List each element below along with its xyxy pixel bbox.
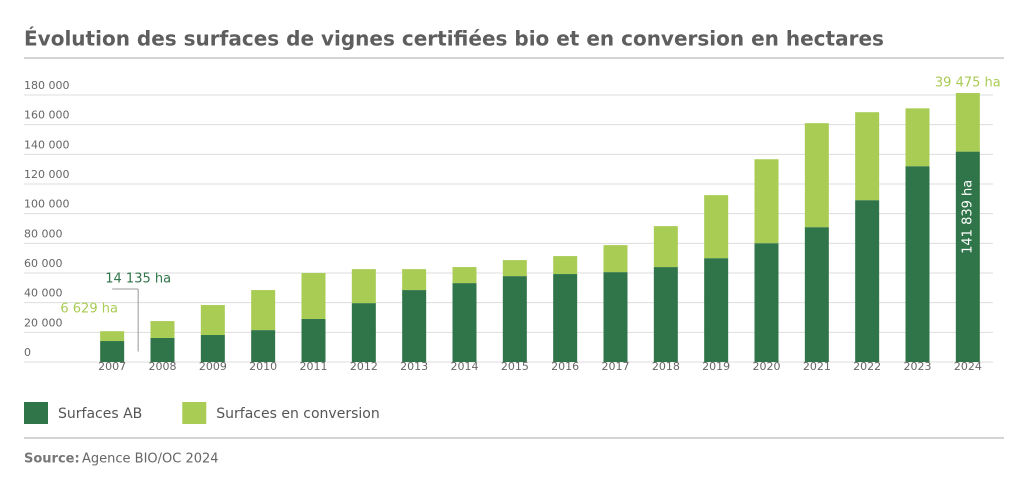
value-label: 6 629 ha xyxy=(60,302,118,317)
x-tick-label: 2023 xyxy=(904,360,932,373)
y-tick-label: 180 000 xyxy=(24,79,70,92)
bar-segment xyxy=(100,331,125,342)
y-tick-label: 60 000 xyxy=(24,257,63,270)
bar-segment xyxy=(955,151,980,362)
bar-segment xyxy=(402,290,427,362)
bar-segment xyxy=(553,274,578,362)
bar-segment xyxy=(653,226,678,268)
bar-segment xyxy=(402,269,427,291)
y-tick-label: 40 000 xyxy=(24,287,63,300)
y-tick-label: 80 000 xyxy=(24,227,63,240)
bar-segment xyxy=(301,273,326,319)
x-tick-label: 2014 xyxy=(451,360,479,373)
source-text: Agence BIO/OC 2024 xyxy=(82,452,219,467)
bar-segment xyxy=(553,256,578,275)
bar-segment xyxy=(855,200,880,362)
x-tick-label: 2024 xyxy=(954,360,982,373)
bar-segment xyxy=(301,318,326,362)
x-tick-label: 2010 xyxy=(249,360,277,373)
y-tick-label: 0 xyxy=(24,346,31,359)
x-tick-label: 2016 xyxy=(551,360,579,373)
legend-label: Surfaces AB xyxy=(58,406,142,422)
y-tick-label: 140 000 xyxy=(24,138,70,151)
value-label: 141 839 ha xyxy=(960,180,975,254)
bar-segment xyxy=(502,276,527,362)
x-tick-label: 2009 xyxy=(199,360,227,373)
x-tick-label: 2019 xyxy=(702,360,730,373)
source-label: Source: xyxy=(24,452,80,467)
x-tick-label: 2011 xyxy=(300,360,328,373)
x-tick-label: 2020 xyxy=(753,360,781,373)
bar-segment xyxy=(100,341,125,362)
bar-segment xyxy=(855,112,880,201)
bar-segment xyxy=(704,258,729,362)
y-tick-label: 20 000 xyxy=(24,316,63,329)
bar-segment xyxy=(955,93,980,152)
bar-segment xyxy=(351,269,376,304)
legend-label: Surfaces en conversion xyxy=(216,406,379,422)
bar-segment xyxy=(251,330,276,362)
x-tick-label: 2018 xyxy=(652,360,680,373)
legend-swatch xyxy=(24,402,48,424)
bar-segment xyxy=(804,123,829,228)
x-tick-label: 2008 xyxy=(149,360,177,373)
value-label: 39 475 ha xyxy=(935,76,1001,91)
bar-segment xyxy=(200,335,225,362)
bar-segment xyxy=(150,321,175,338)
bar-segment xyxy=(653,267,678,362)
bar-segment xyxy=(754,159,779,244)
x-tick-label: 2021 xyxy=(803,360,831,373)
y-tick-label: 120 000 xyxy=(24,168,70,181)
y-tick-label: 160 000 xyxy=(24,109,70,122)
x-tick-label: 2017 xyxy=(602,360,630,373)
bar-segment xyxy=(351,303,376,362)
x-tick-label: 2012 xyxy=(350,360,378,373)
bar-segment xyxy=(804,227,829,362)
bar-segment xyxy=(251,290,276,331)
bar-segment xyxy=(905,166,930,362)
y-tick-label: 100 000 xyxy=(24,198,70,211)
x-tick-label: 2007 xyxy=(98,360,126,373)
legend-swatch xyxy=(182,402,207,424)
bar-segment xyxy=(603,272,628,362)
value-label: 14 135 ha xyxy=(105,272,171,287)
x-tick-label: 2015 xyxy=(501,360,529,373)
bar-segment xyxy=(704,195,729,259)
bar-segment xyxy=(502,260,527,277)
bar-segment xyxy=(200,305,225,336)
x-tick-label: 2022 xyxy=(853,360,881,373)
x-tick-label: 2013 xyxy=(400,360,428,373)
bar-segment xyxy=(905,108,930,167)
bar-segment xyxy=(754,243,779,362)
bar-segment xyxy=(603,245,628,273)
bar-segment xyxy=(150,337,175,362)
bar-segment xyxy=(452,283,477,362)
chart-title: Évolution des surfaces de vignes certifi… xyxy=(24,27,884,51)
bar-segment xyxy=(452,267,477,284)
